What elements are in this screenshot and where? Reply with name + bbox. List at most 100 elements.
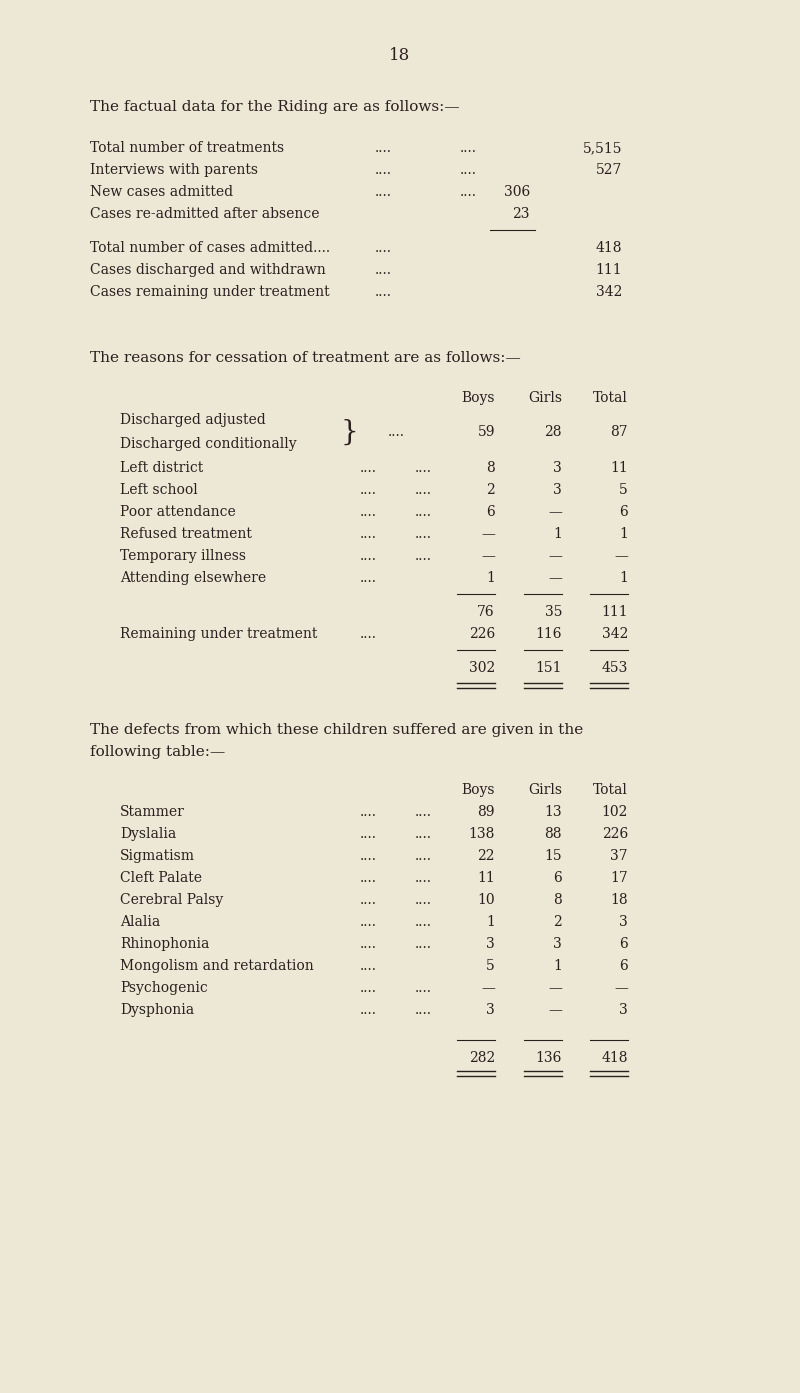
Text: ....: .... — [460, 185, 477, 199]
Text: 13: 13 — [544, 805, 562, 819]
Text: ....: .... — [360, 506, 377, 520]
Text: ....: .... — [360, 805, 377, 819]
Text: 28: 28 — [545, 425, 562, 439]
Text: ....: .... — [360, 981, 377, 995]
Text: Rhinophonia: Rhinophonia — [120, 937, 210, 951]
Text: ....: .... — [415, 981, 432, 995]
Text: 88: 88 — [545, 827, 562, 841]
Text: 3: 3 — [554, 483, 562, 497]
Text: —: — — [481, 549, 495, 563]
Text: Poor attendance: Poor attendance — [120, 506, 236, 520]
Text: New cases admitted: New cases admitted — [90, 185, 233, 199]
Text: —: — — [481, 981, 495, 995]
Text: ....: .... — [375, 185, 392, 199]
Text: —: — — [614, 981, 628, 995]
Text: 226: 226 — [469, 627, 495, 641]
Text: ....: .... — [375, 241, 392, 255]
Text: 8: 8 — [486, 461, 495, 475]
Text: 2: 2 — [554, 915, 562, 929]
Text: 1: 1 — [486, 571, 495, 585]
Text: 6: 6 — [486, 506, 495, 520]
Text: 35: 35 — [545, 605, 562, 618]
Text: Alalia: Alalia — [120, 915, 160, 929]
Text: Temporary illness: Temporary illness — [120, 549, 246, 563]
Text: 18: 18 — [390, 46, 410, 64]
Text: 3: 3 — [619, 915, 628, 929]
Text: 1: 1 — [486, 915, 495, 929]
Text: 10: 10 — [478, 893, 495, 907]
Text: 111: 111 — [602, 605, 628, 618]
Text: ....: .... — [415, 1003, 432, 1017]
Text: —: — — [481, 527, 495, 540]
Text: 6: 6 — [619, 937, 628, 951]
Text: 22: 22 — [478, 848, 495, 864]
Text: ....: .... — [360, 483, 377, 497]
Text: Discharged conditionally: Discharged conditionally — [120, 437, 297, 451]
Text: ....: .... — [415, 871, 432, 885]
Text: ....: .... — [415, 827, 432, 841]
Text: Mongolism and retardation: Mongolism and retardation — [120, 958, 314, 972]
Text: Refused treatment: Refused treatment — [120, 527, 252, 540]
Text: Cerebral Palsy: Cerebral Palsy — [120, 893, 223, 907]
Text: 282: 282 — [469, 1050, 495, 1066]
Text: ....: .... — [360, 848, 377, 864]
Text: 11: 11 — [478, 871, 495, 885]
Text: 1: 1 — [619, 571, 628, 585]
Text: ....: .... — [375, 141, 392, 155]
Text: 17: 17 — [610, 871, 628, 885]
Text: ....: .... — [415, 549, 432, 563]
Text: 37: 37 — [610, 848, 628, 864]
Text: 226: 226 — [602, 827, 628, 841]
Text: 6: 6 — [619, 958, 628, 972]
Text: 136: 136 — [536, 1050, 562, 1066]
Text: ....: .... — [360, 871, 377, 885]
Text: 15: 15 — [544, 848, 562, 864]
Text: 6: 6 — [619, 506, 628, 520]
Text: 3: 3 — [554, 461, 562, 475]
Text: ....: .... — [360, 549, 377, 563]
Text: Cleft Palate: Cleft Palate — [120, 871, 202, 885]
Text: ....: .... — [415, 848, 432, 864]
Text: Cases remaining under treatment: Cases remaining under treatment — [90, 286, 330, 299]
Text: 87: 87 — [610, 425, 628, 439]
Text: ....: .... — [360, 827, 377, 841]
Text: —: — — [548, 571, 562, 585]
Text: ....: .... — [360, 893, 377, 907]
Text: Dyslalia: Dyslalia — [120, 827, 176, 841]
Text: —: — — [614, 549, 628, 563]
Text: ....: .... — [415, 506, 432, 520]
Text: 418: 418 — [602, 1050, 628, 1066]
Text: —: — — [548, 1003, 562, 1017]
Text: 76: 76 — [478, 605, 495, 618]
Text: 5: 5 — [486, 958, 495, 972]
Text: ....: .... — [415, 461, 432, 475]
Text: 151: 151 — [535, 662, 562, 676]
Text: 1: 1 — [553, 527, 562, 540]
Text: 2: 2 — [486, 483, 495, 497]
Text: 89: 89 — [478, 805, 495, 819]
Text: ....: .... — [415, 915, 432, 929]
Text: Interviews with parents: Interviews with parents — [90, 163, 258, 177]
Text: following table:—: following table:— — [90, 745, 226, 759]
Text: 342: 342 — [596, 286, 622, 299]
Text: ....: .... — [375, 286, 392, 299]
Text: ....: .... — [415, 893, 432, 907]
Text: 138: 138 — [469, 827, 495, 841]
Text: 3: 3 — [554, 937, 562, 951]
Text: Total number of treatments: Total number of treatments — [90, 141, 284, 155]
Text: —: — — [548, 506, 562, 520]
Text: ....: .... — [415, 483, 432, 497]
Text: 302: 302 — [469, 662, 495, 676]
Text: ....: .... — [460, 163, 477, 177]
Text: ....: .... — [415, 805, 432, 819]
Text: Stammer: Stammer — [120, 805, 185, 819]
Text: Girls: Girls — [528, 783, 562, 797]
Text: Attending elsewhere: Attending elsewhere — [120, 571, 266, 585]
Text: 3: 3 — [486, 937, 495, 951]
Text: Discharged adjusted: Discharged adjusted — [120, 412, 266, 428]
Text: Left district: Left district — [120, 461, 203, 475]
Text: The factual data for the Riding are as follows:—: The factual data for the Riding are as f… — [90, 100, 460, 114]
Text: Cases re-admitted after absence: Cases re-admitted after absence — [90, 208, 319, 221]
Text: —: — — [548, 981, 562, 995]
Text: ....: .... — [360, 571, 377, 585]
